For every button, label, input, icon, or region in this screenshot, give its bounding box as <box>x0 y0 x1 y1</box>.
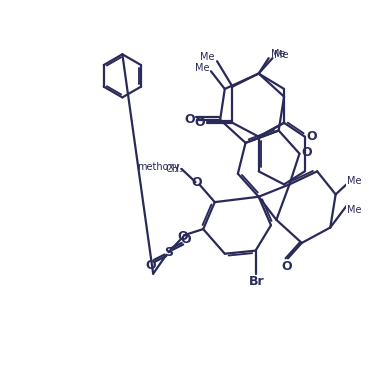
Text: Me: Me <box>347 176 362 186</box>
Text: Me: Me <box>271 49 286 59</box>
Text: Me: Me <box>274 50 289 60</box>
Text: O: O <box>194 116 205 129</box>
Text: Me: Me <box>347 205 362 215</box>
Text: O: O <box>180 232 191 246</box>
Text: S: S <box>164 246 173 259</box>
Text: O: O <box>192 176 202 189</box>
Text: Br: Br <box>249 275 265 288</box>
Text: Me: Me <box>200 52 215 62</box>
Text: O: O <box>177 230 188 243</box>
Text: O: O <box>306 130 317 143</box>
Text: O: O <box>146 259 156 272</box>
Text: O: O <box>302 146 313 159</box>
Text: methoxy: methoxy <box>137 162 180 172</box>
Text: O: O <box>281 259 292 273</box>
Text: CH₃: CH₃ <box>165 164 183 174</box>
Text: Me: Me <box>195 63 209 73</box>
Text: O: O <box>185 113 195 126</box>
